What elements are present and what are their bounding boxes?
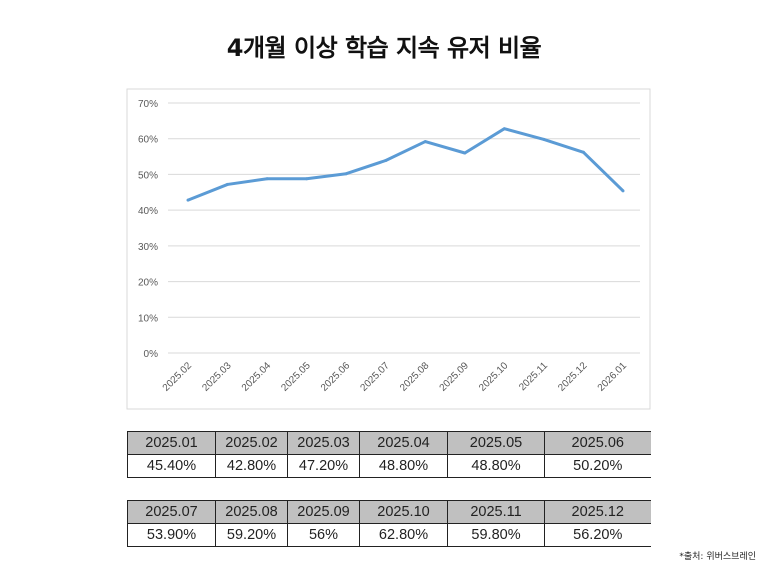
data-point	[581, 150, 585, 154]
table-header-cell: 2025.05	[447, 431, 545, 455]
table-value-cell: 48.80%	[447, 454, 545, 478]
table-header-cell: 2025.12	[544, 500, 651, 524]
y-tick-label: 60%	[138, 135, 158, 146]
table-header-cell: 2025.06	[544, 431, 651, 455]
y-tick-label: 0%	[144, 349, 159, 360]
data-point	[344, 172, 348, 176]
series-line	[187, 127, 625, 202]
data-point	[621, 189, 625, 193]
data-point	[186, 198, 190, 202]
y-tick-label: 50%	[138, 170, 158, 181]
y-tick-label: 10%	[138, 313, 158, 324]
data-point	[542, 137, 546, 141]
data-point	[423, 140, 427, 144]
data-point	[265, 177, 269, 181]
source-note: *출처: 위버스브레인	[679, 552, 756, 562]
y-tick-label: 70%	[138, 99, 158, 110]
table-value-cell: 59.20%	[215, 523, 288, 547]
data-point	[305, 177, 309, 181]
y-tick-label: 40%	[138, 206, 158, 217]
table-value-cell: 56.20%	[544, 523, 651, 547]
table-header-cell: 2025.07	[127, 500, 216, 524]
table-header-cell: 2025.01	[127, 431, 216, 455]
table-value-cell: 59.80%	[447, 523, 545, 547]
data-point	[502, 127, 506, 131]
chart-title: 4개월 이상 학습 지속 유저 비율	[226, 34, 542, 62]
table-header-cell: 2025.10	[359, 500, 448, 524]
data-point	[226, 182, 230, 186]
table-header-cell: 2025.04	[359, 431, 448, 455]
y-tick-label: 30%	[138, 242, 158, 253]
table-value-cell: 48.80%	[359, 454, 448, 478]
data-table-1: 2025.01 2025.02 2025.03 2025.04 2025.05 2025.…	[127, 431, 651, 478]
data-point	[384, 159, 388, 162]
table-value-cell: 45.40%	[127, 454, 216, 478]
table-value-cell: 53.90%	[127, 523, 216, 547]
table-value-cell: 50.20%	[544, 454, 651, 478]
table-header-cell: 2025.02	[215, 431, 288, 455]
data-point	[463, 151, 467, 155]
table-value-cell: 42.80%	[215, 454, 288, 478]
table-header-cell: 2025.09	[287, 500, 360, 524]
data-table-2: 2025.07 2025.08 2025.09 2025.10 2025.11 2025.…	[127, 500, 651, 547]
table-value-cell: 47.20%	[287, 454, 360, 478]
y-tick-label: 20%	[138, 278, 158, 289]
chart-frame	[126, 88, 651, 410]
table-header-cell: 2025.08	[215, 500, 288, 524]
table-header-cell: 2025.03	[287, 431, 360, 455]
line-chart: 0%10%20%30%40%50%60%70%2025.02 2025.03 202…	[126, 88, 651, 410]
table-value-cell: 62.80%	[359, 523, 448, 547]
table-header-cell: 2025.11	[447, 500, 545, 524]
table-value-cell: 56%	[287, 523, 360, 547]
